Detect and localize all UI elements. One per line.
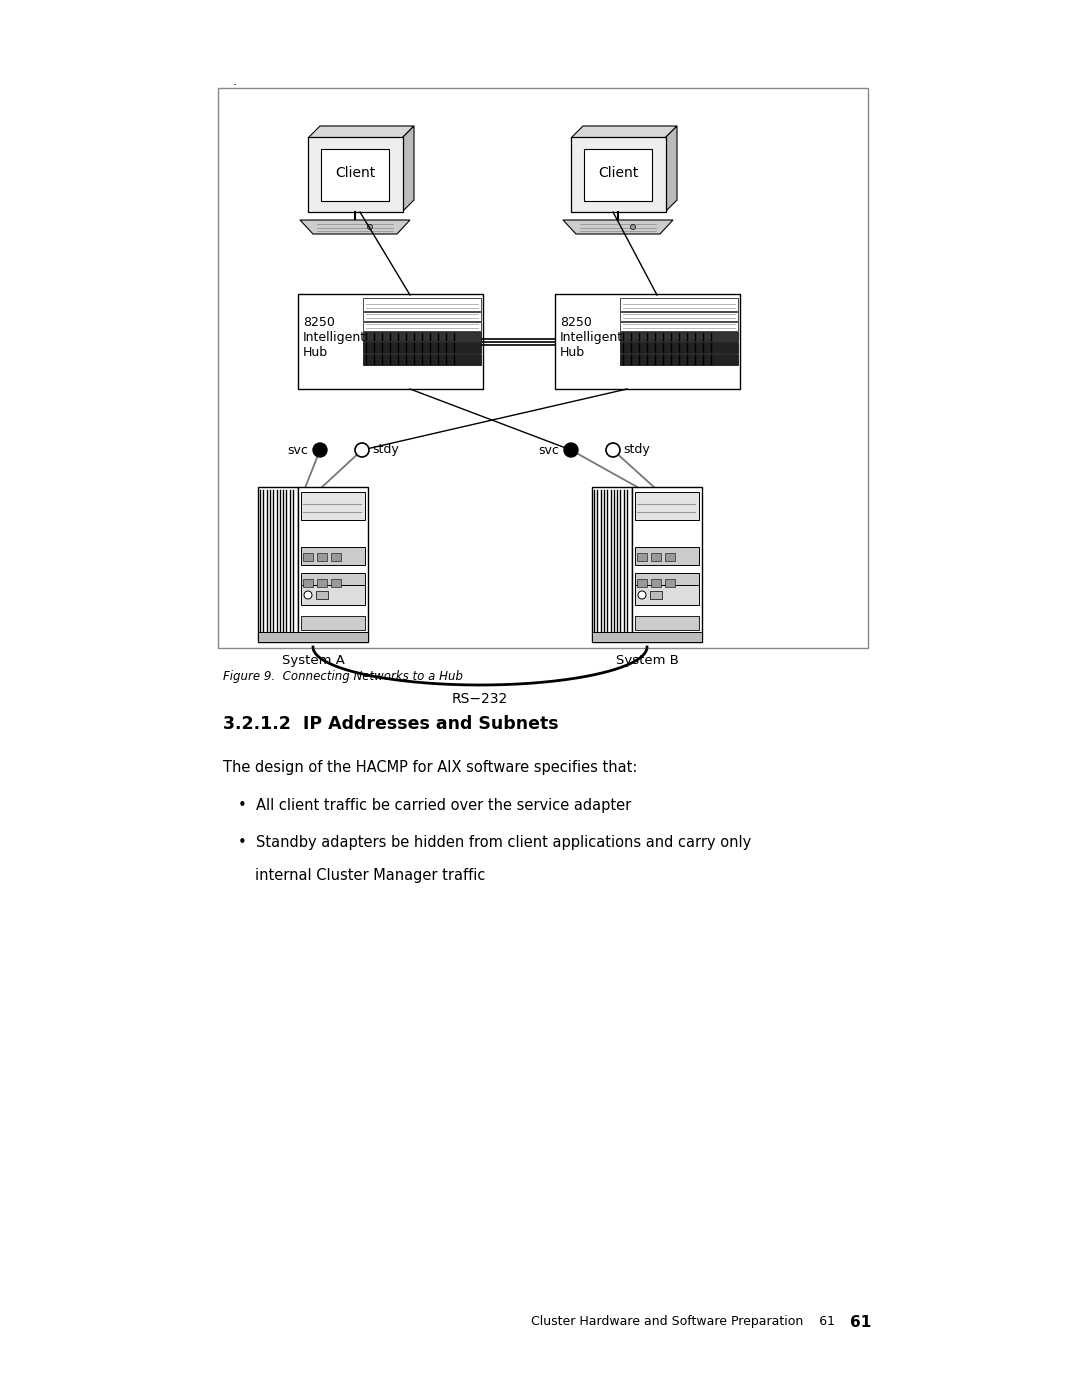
Bar	[301, 616, 365, 630]
Bar	[637, 578, 647, 587]
Bar	[584, 149, 652, 201]
Bar	[218, 88, 868, 648]
Text: Client: Client	[598, 166, 638, 180]
Bar	[301, 492, 365, 520]
Text: svc: svc	[287, 443, 308, 457]
Circle shape	[367, 225, 373, 229]
Bar	[650, 591, 662, 599]
Bar	[301, 585, 365, 605]
Circle shape	[606, 443, 620, 457]
Text: •  All client traffic be carried over the service adapter: • All client traffic be carried over the…	[238, 798, 631, 813]
Circle shape	[631, 225, 635, 229]
Text: Cluster Hardware and Software Preparation    61: Cluster Hardware and Software Preparatio…	[531, 1315, 835, 1329]
Bar	[637, 553, 647, 562]
Text: 8250: 8250	[303, 316, 335, 328]
Bar	[651, 578, 661, 587]
Bar	[308, 137, 403, 212]
Bar	[555, 293, 740, 388]
Bar	[298, 293, 483, 388]
Text: Hub: Hub	[303, 345, 328, 359]
Bar	[651, 553, 661, 562]
Bar	[592, 631, 702, 643]
Bar	[620, 321, 738, 331]
Bar	[571, 137, 666, 212]
Text: Hub: Hub	[561, 345, 585, 359]
Text: .: .	[233, 75, 237, 88]
Polygon shape	[571, 126, 677, 138]
Bar	[665, 578, 675, 587]
Bar	[363, 312, 481, 321]
Bar	[258, 488, 298, 643]
Bar	[635, 573, 699, 591]
Bar	[316, 591, 328, 599]
Bar	[330, 553, 341, 562]
Bar	[620, 332, 738, 341]
Text: Intelligent: Intelligent	[561, 331, 623, 344]
Text: Client: Client	[335, 166, 375, 180]
Text: System A: System A	[282, 654, 345, 666]
Bar	[665, 553, 675, 562]
Bar	[635, 585, 699, 605]
Polygon shape	[665, 126, 677, 212]
Circle shape	[313, 443, 327, 457]
Bar	[363, 332, 481, 341]
Bar	[635, 548, 699, 564]
Bar	[592, 488, 632, 643]
Polygon shape	[563, 219, 673, 235]
Text: svc: svc	[538, 443, 559, 457]
Bar	[620, 342, 738, 353]
Circle shape	[355, 443, 369, 457]
Text: 61: 61	[850, 1315, 872, 1330]
Text: stdy: stdy	[623, 443, 650, 457]
Bar	[620, 312, 738, 321]
Text: System B: System B	[616, 654, 678, 666]
Text: Figure 9.  Connecting Networks to a Hub: Figure 9. Connecting Networks to a Hub	[222, 671, 463, 683]
Bar	[303, 553, 313, 562]
Bar	[620, 298, 738, 312]
Circle shape	[564, 443, 578, 457]
Bar	[620, 353, 738, 365]
Text: stdy: stdy	[372, 443, 399, 457]
Polygon shape	[402, 126, 414, 212]
Text: The design of the HACMP for AIX software specifies that:: The design of the HACMP for AIX software…	[222, 760, 637, 775]
Polygon shape	[308, 126, 414, 138]
Bar	[321, 149, 389, 201]
Circle shape	[638, 591, 646, 599]
Bar	[635, 492, 699, 520]
Text: Intelligent: Intelligent	[303, 331, 366, 344]
Text: internal Cluster Manager traffic: internal Cluster Manager traffic	[255, 868, 485, 883]
Bar	[298, 488, 368, 643]
Bar	[632, 488, 702, 643]
Bar	[318, 578, 327, 587]
Bar	[301, 573, 365, 591]
Bar	[363, 342, 481, 353]
Polygon shape	[300, 219, 410, 235]
Bar	[330, 578, 341, 587]
Bar	[301, 548, 365, 564]
Bar	[635, 616, 699, 630]
Bar	[318, 553, 327, 562]
Bar	[363, 353, 481, 365]
Circle shape	[303, 591, 312, 599]
Bar	[258, 631, 368, 643]
Bar	[363, 321, 481, 331]
Text: 8250: 8250	[561, 316, 592, 328]
Text: RS−232: RS−232	[451, 692, 508, 705]
Text: •  Standby adapters be hidden from client applications and carry only: • Standby adapters be hidden from client…	[238, 835, 752, 849]
Bar	[363, 298, 481, 312]
Bar	[303, 578, 313, 587]
Text: 3.2.1.2  IP Addresses and Subnets: 3.2.1.2 IP Addresses and Subnets	[222, 715, 558, 733]
